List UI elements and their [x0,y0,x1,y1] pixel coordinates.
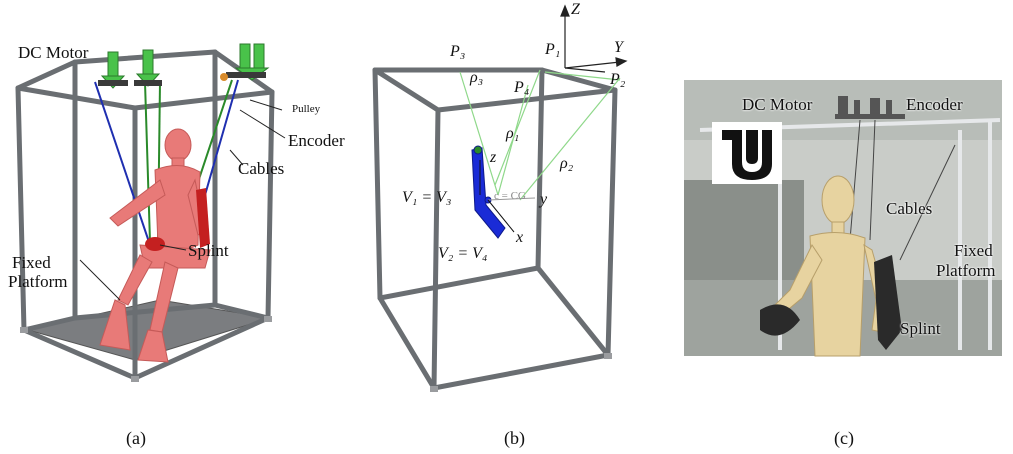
frame-feet [20,316,272,382]
label-encoder-a: Encoder [288,131,345,150]
vertex-label-v1v3: V₁ = V₃ [402,189,452,206]
cable-label-rho2: ρ₂ [560,155,574,172]
label-pulley-a: Pulley [292,103,321,115]
photo-splint [760,255,902,350]
label-dc-motor-a: DC Motor [18,43,89,62]
label-cables-a: Cables [238,159,285,178]
label-platform-c: Platform [936,261,996,280]
splint-a [145,188,210,251]
splint-b [471,145,536,239]
panel-a-illustration [15,43,286,382]
label-dc-motor-c: DC Motor [742,95,813,114]
label-fixed-a: Fixed [12,253,51,272]
label-encoder-c: Encoder [906,95,963,114]
frame-feet-b [430,353,612,392]
world-axes [560,4,628,73]
panel-c-photograph [684,80,1002,357]
axis-label-z: Z [571,1,580,18]
point-label-p1: P₁ [545,41,561,58]
label-platform-a: Platform [8,272,68,291]
cables-b [459,69,621,201]
photo-mannequin [769,175,887,357]
university-logo [712,122,782,184]
axis-label-y: Y [614,39,623,56]
label-cables-c: Cables [886,199,933,218]
vertex-label-v2v4: V₂ = V₄ [438,245,488,262]
panel-b-kinematic-model: Z Y P₁ P₂ P₃ P₄ ρ₃ ρ₁ ρ₂ z y x c = CG V₁… [330,0,660,454]
point-label-p2: P₂ [610,71,626,88]
photo-motor-rig [835,96,905,119]
motor-mounts [98,72,266,86]
pointer-lines-a [79,99,286,301]
label-splint-c: Splint [900,319,941,338]
local-axis-y: y [540,191,548,208]
local-axis-z: z [490,149,497,166]
frame-structure-b [372,67,618,391]
photo-cables [849,119,956,261]
panel-b-illustration [372,4,628,392]
cable-label-rho3: ρ₃ [470,69,484,86]
point-label-p4: P₄ [514,79,530,96]
local-axis-x: x [516,229,524,246]
panel-a-cad-model: DC Motor Pulley Encoder Cables Splint Fi… [0,0,345,454]
caption-b: (b) [504,428,525,448]
point-label-p3: P₃ [450,43,466,60]
caption-a: (a) [126,428,146,448]
label-splint-a: Splint [188,241,229,260]
label-fixed-c: Fixed [954,241,993,260]
cable-label-rho1: ρ₁ [506,125,520,142]
panel-c-photo: DC Motor Encoder Cables Fixed Platform S… [660,0,1013,454]
cg-label: c = CG [494,190,526,202]
caption-c: (c) [834,428,854,448]
